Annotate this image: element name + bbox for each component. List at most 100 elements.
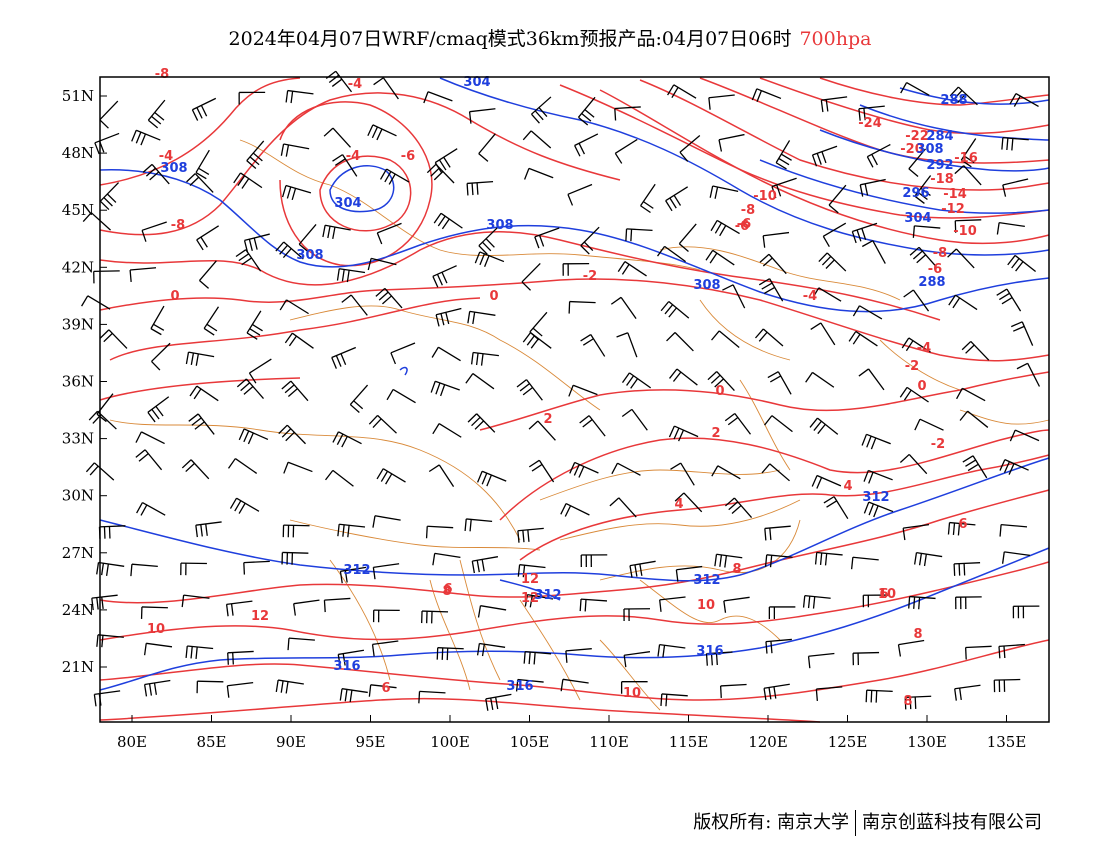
wind-barb bbox=[185, 645, 214, 659]
wind-barb bbox=[279, 299, 309, 315]
wind-barb bbox=[331, 346, 357, 369]
wind-barb bbox=[517, 564, 546, 578]
wind-barb bbox=[562, 262, 590, 276]
boundary-line bbox=[519, 599, 581, 701]
wind-barb bbox=[668, 425, 699, 442]
wind-barb bbox=[468, 108, 496, 124]
temperature-label: 0 bbox=[170, 289, 179, 304]
wind-barb bbox=[574, 133, 599, 157]
wind-barb bbox=[322, 224, 351, 240]
wind-barb bbox=[705, 249, 735, 266]
wind-barb bbox=[667, 84, 697, 99]
wind-barb bbox=[954, 219, 982, 233]
wind-barb bbox=[621, 408, 648, 431]
temperature-isotherm bbox=[99, 639, 1050, 701]
wind-barb bbox=[814, 551, 843, 566]
temperature-isotherm bbox=[109, 297, 481, 361]
boundary-line bbox=[639, 579, 781, 641]
wind-barb bbox=[764, 554, 793, 568]
wind-barb bbox=[99, 100, 119, 129]
wind-barb bbox=[659, 596, 686, 612]
boundary-line bbox=[559, 499, 801, 541]
wind-barb bbox=[337, 523, 366, 538]
wind-barb bbox=[707, 371, 735, 392]
height-contours bbox=[99, 77, 1050, 691]
boundary-line bbox=[539, 469, 781, 501]
wind-barb bbox=[1010, 321, 1034, 346]
wind-barb bbox=[711, 330, 740, 349]
wind-barb bbox=[850, 556, 879, 570]
wind-barb bbox=[390, 342, 416, 365]
wind-barb bbox=[623, 608, 650, 621]
wind-barb bbox=[150, 305, 165, 336]
wind-barb bbox=[464, 518, 493, 532]
wind-barb bbox=[515, 678, 544, 692]
wind-barb bbox=[674, 492, 703, 513]
wind-barb bbox=[815, 686, 843, 702]
height-contour bbox=[99, 547, 1050, 691]
temperature-label: 12 bbox=[521, 591, 539, 606]
wind-barb bbox=[568, 384, 598, 397]
wind-barb bbox=[614, 106, 641, 121]
wind-barb bbox=[959, 410, 989, 428]
wind-barb bbox=[620, 681, 648, 694]
wind-barb bbox=[908, 148, 927, 177]
lon-tick-label: 125E bbox=[828, 733, 868, 751]
wind-barb bbox=[1007, 254, 1037, 272]
wind-barb bbox=[913, 551, 943, 567]
wind-barb bbox=[901, 337, 931, 353]
wind-barb bbox=[996, 221, 1025, 235]
wind-barb bbox=[516, 379, 543, 401]
temperature-label: -6 bbox=[401, 149, 415, 164]
height-label: 308 bbox=[160, 161, 187, 176]
wind-barb bbox=[848, 330, 878, 347]
wind-barb bbox=[195, 521, 222, 538]
lon-tick-label: 90E bbox=[276, 733, 306, 751]
wind-barb bbox=[725, 497, 753, 519]
wind-barb bbox=[534, 227, 560, 249]
wind-barb bbox=[560, 502, 590, 517]
boundary-line bbox=[659, 246, 901, 301]
wind-barb bbox=[99, 329, 128, 349]
wind-barb bbox=[823, 496, 849, 520]
wind-barb bbox=[614, 138, 638, 164]
wind-barb bbox=[771, 177, 797, 199]
temperature-label: 0 bbox=[917, 379, 926, 394]
wind-barb bbox=[640, 183, 656, 214]
wind-barb bbox=[246, 140, 265, 169]
lat-tick-label: 36N bbox=[62, 373, 94, 391]
wind-barb bbox=[802, 594, 831, 609]
wind-barb bbox=[467, 310, 496, 325]
wind-barb bbox=[862, 594, 890, 608]
lat-tick-label: 42N bbox=[62, 258, 94, 276]
temperature-label: -8 bbox=[155, 67, 169, 82]
temperature-label: 10 bbox=[878, 587, 896, 602]
boundary-line bbox=[879, 339, 961, 391]
wind-barb bbox=[85, 462, 115, 481]
wind-barb bbox=[914, 175, 932, 204]
wind-barb bbox=[954, 165, 982, 186]
wind-barb bbox=[852, 305, 883, 320]
wind-barb bbox=[579, 415, 606, 437]
temperature-label: 4 bbox=[843, 479, 852, 494]
wind-barb bbox=[478, 227, 498, 255]
boundary-line bbox=[459, 559, 501, 681]
wind-barb bbox=[611, 462, 641, 476]
wind-barb bbox=[660, 693, 688, 707]
wind-barb bbox=[226, 681, 254, 698]
wind-barb bbox=[471, 556, 499, 574]
temperature-isotherm bbox=[519, 454, 1050, 561]
wind-barb bbox=[523, 651, 552, 665]
wind-barb bbox=[129, 267, 157, 283]
temperature-label: 8 bbox=[913, 627, 922, 642]
wind-barb bbox=[278, 424, 306, 445]
wind-barb bbox=[325, 469, 354, 487]
wind-barb bbox=[708, 94, 735, 110]
temperature-isotherm bbox=[99, 377, 301, 401]
wind-barb bbox=[807, 652, 835, 669]
wind-barb bbox=[425, 525, 454, 539]
wind-barb bbox=[196, 225, 219, 251]
height-contour bbox=[329, 165, 395, 213]
temperature-label: 6 bbox=[879, 587, 888, 602]
height-contour bbox=[859, 104, 1050, 141]
